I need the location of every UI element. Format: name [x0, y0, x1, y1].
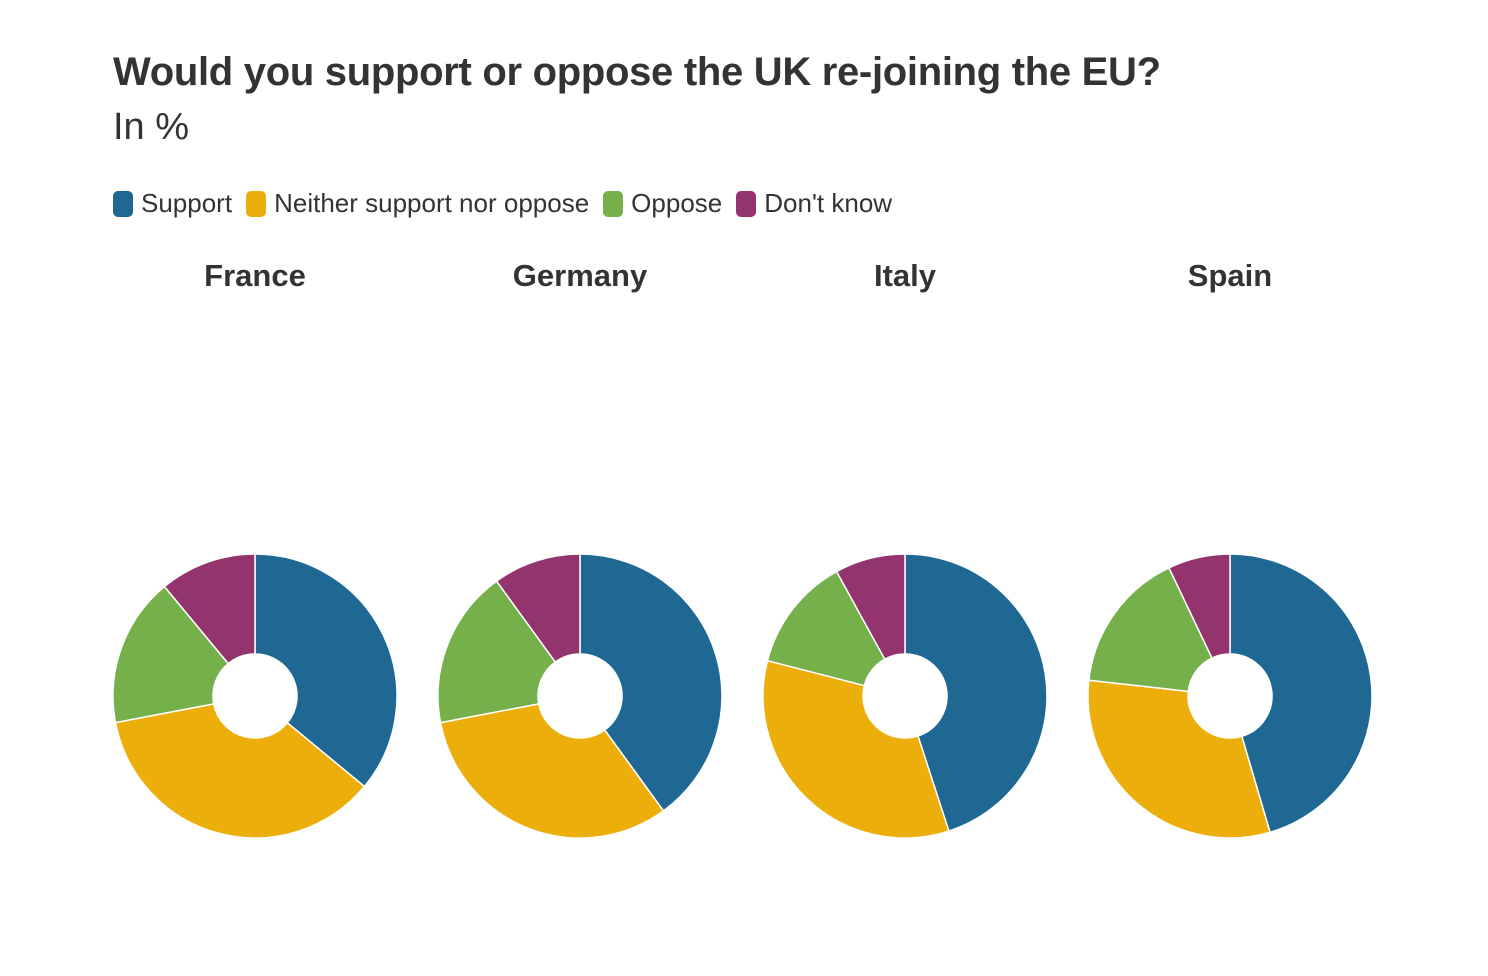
slice-spain-neither-support-nor-oppose[interactable]	[1087, 679, 1271, 839]
panel-title-spain: Spain	[1188, 258, 1272, 293]
panel-title-france: France	[204, 258, 306, 293]
slice-france-don-t-know[interactable]	[163, 553, 256, 665]
chart-title: Would you support or oppose the UK re-jo…	[113, 50, 1161, 94]
legend-item-dont-know[interactable]: Don't know	[736, 188, 892, 219]
slice-france-oppose[interactable]	[112, 585, 229, 724]
donut-germany: Germany	[437, 258, 723, 839]
slice-italy-neither-support-nor-oppose[interactable]	[762, 659, 950, 839]
legend-swatch-oppose	[603, 190, 624, 217]
donut-italy: Italy	[762, 258, 1048, 839]
panel-title-germany: Germany	[513, 258, 648, 293]
legend-swatch-neither	[246, 190, 267, 217]
slice-germany-oppose[interactable]	[437, 580, 557, 724]
legend-swatch-support	[113, 190, 133, 217]
legend-item-support[interactable]: Support	[113, 188, 232, 219]
slice-france-neither-support-nor-oppose[interactable]	[114, 703, 366, 839]
legend-swatch-dont-know	[736, 190, 757, 217]
panel-title-italy: Italy	[874, 258, 937, 293]
legend-item-neither[interactable]: Neither support nor oppose	[246, 188, 589, 219]
slice-france-support[interactable]	[254, 553, 398, 788]
chart-subtitle: In %	[113, 106, 190, 148]
legend-item-oppose[interactable]: Oppose	[603, 188, 722, 219]
donut-france: France	[112, 258, 398, 839]
slice-italy-support[interactable]	[904, 553, 1048, 832]
slice-spain-oppose[interactable]	[1088, 567, 1213, 693]
donut-spain: Spain	[1087, 258, 1373, 839]
slice-germany-neither-support-nor-oppose[interactable]	[439, 703, 665, 839]
legend-label-support: Support	[141, 188, 233, 218]
slice-germany-support[interactable]	[579, 553, 723, 812]
slice-italy-don-t-know[interactable]	[835, 553, 906, 660]
slice-spain-don-t-know[interactable]	[1168, 553, 1231, 659]
slice-italy-oppose[interactable]	[766, 570, 886, 687]
legend-label-oppose: Oppose	[631, 188, 723, 218]
slice-germany-don-t-know[interactable]	[495, 553, 581, 663]
legend: Support Neither support nor oppose Oppos…	[113, 188, 892, 219]
legend-label-neither: Neither support nor oppose	[274, 188, 590, 218]
slice-spain-support[interactable]	[1229, 553, 1373, 833]
legend-label-dont-know: Don't know	[764, 188, 893, 218]
